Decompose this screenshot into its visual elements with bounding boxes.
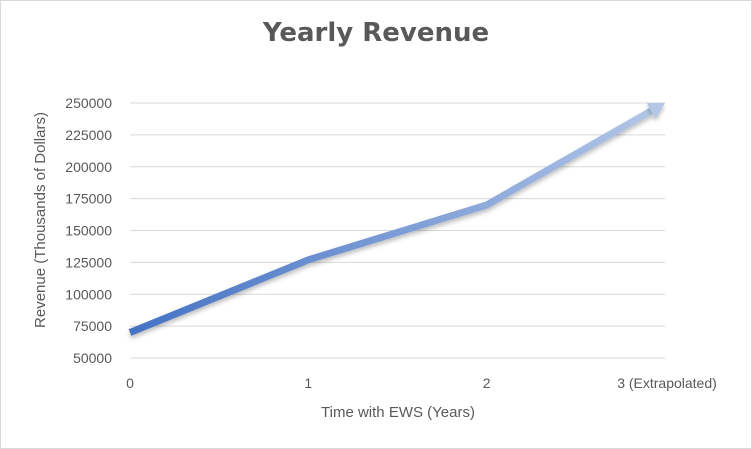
y-tick-label: 250000 <box>65 95 112 111</box>
series-arrowhead-0 <box>646 103 665 119</box>
x-tick-label: 1 <box>304 375 312 391</box>
y-tick-label: 175000 <box>65 191 112 207</box>
data-point-3 <box>665 103 666 104</box>
x-axis-label: Time with EWS (Years) <box>321 404 475 421</box>
series-line-0 <box>128 107 653 336</box>
y-tick-label: 125000 <box>65 254 112 270</box>
y-tick-label: 150000 <box>65 223 112 239</box>
data-point-0 <box>130 332 131 333</box>
y-tick-label: 50000 <box>73 350 112 366</box>
data-point-2 <box>486 205 487 206</box>
data-point-1 <box>308 259 309 260</box>
y-tick-label: 100000 <box>65 286 112 302</box>
y-axis-label: Revenue (Thousands of Dollars) <box>32 112 49 328</box>
x-tick-label: 3 (Extrapolated) <box>617 375 717 391</box>
y-tick-label: 200000 <box>65 159 112 175</box>
y-tick-label: 225000 <box>65 127 112 143</box>
x-tick-label: 0 <box>126 375 134 391</box>
chart-title: Yearly Revenue <box>262 18 490 48</box>
y-tick-label: 75000 <box>73 318 112 334</box>
x-tick-label: 2 <box>483 375 491 391</box>
